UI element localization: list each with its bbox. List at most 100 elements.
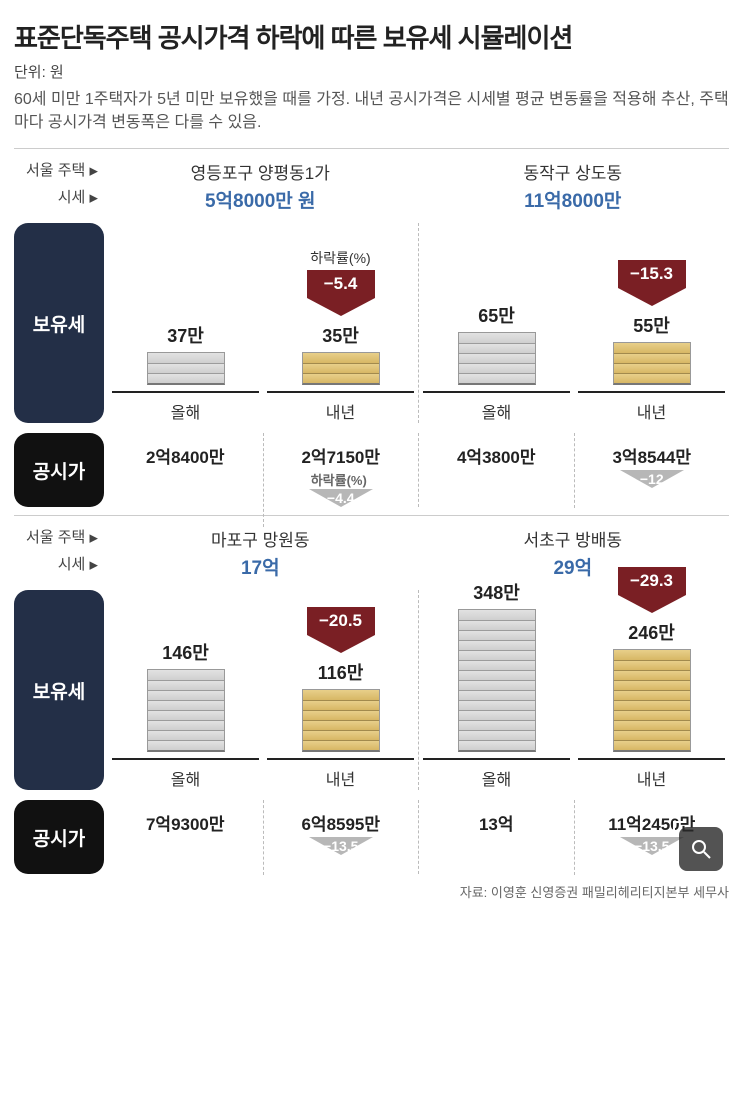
tax-next-value: 35만 <box>322 322 359 348</box>
drop-arrow: −15.3 <box>618 260 686 306</box>
year-now-label: 올해 <box>423 758 570 790</box>
chart-description: 60세 미만 1주택자가 5년 미만 보유했을 때를 가정. 내년 공시가격은 … <box>14 88 729 134</box>
market-price: 11억8000만 <box>417 186 730 213</box>
price-next: 3억8544만 <box>577 443 728 468</box>
money-stack <box>302 689 380 752</box>
location-name: 영등포구 양평동1가 <box>104 159 417 184</box>
year-now-label: 올해 <box>112 758 259 790</box>
tax-pair: 37만 올해 하락률(%) −5.4 35만 내년 <box>108 223 418 423</box>
tax-drop-pct: −29.3 <box>618 567 686 595</box>
year-next-label: 내년 <box>578 758 725 790</box>
location-column: 영등포구 양평동1가 5억8000만 원 <box>104 159 417 213</box>
price-drop-chevron: 하락률(%) −4.4 <box>266 470 417 523</box>
tax-pill: 보유세 <box>14 590 104 790</box>
tax-drop-pct: −15.3 <box>618 260 686 288</box>
tax-next-col: −15.3 55만 내년 <box>574 223 729 423</box>
drop-arrow: −20.5 <box>307 607 375 653</box>
tax-now-col: 348만 올해 <box>419 590 574 790</box>
tax-pill: 보유세 <box>14 223 104 423</box>
tax-next-col: 하락률(%) −5.4 35만 내년 <box>263 223 418 423</box>
tax-next-col: −20.5 116만 내년 <box>263 590 418 790</box>
price-pair: 7억9300만 6억8595만 −13.5 <box>108 800 418 874</box>
price-drop-chevron: −13.5 <box>266 837 417 871</box>
tax-row: 보유세 37만 올해 하락률(%) −5.4 35만 내년 65만 올해 <box>14 223 729 423</box>
location-column: 동작구 상도동 11억8000만 <box>417 159 730 213</box>
price-now: 13억 <box>419 800 574 839</box>
money-stack <box>302 352 380 385</box>
row-label-group: 서울 주택 ▶ 시세 ▶ <box>14 159 104 213</box>
source-credit: 자료: 이영훈 신영증권 패밀리헤리티지본부 세무사 <box>14 882 729 901</box>
price-pair: 2억8400만 2억7150만 하락률(%) −4.4 <box>108 433 418 507</box>
money-stack <box>458 609 536 752</box>
money-stack <box>147 669 225 752</box>
tax-now-value: 37만 <box>167 322 204 348</box>
price-now: 4억3800만 <box>419 433 574 472</box>
tax-next-value: 116만 <box>318 659 364 685</box>
tax-now-col: 146만 올해 <box>108 590 263 790</box>
money-stack <box>613 342 691 385</box>
tax-pair: 65만 올해 −15.3 55만 내년 <box>418 223 729 423</box>
zoom-button[interactable] <box>679 827 723 871</box>
year-now-label: 올해 <box>112 391 259 423</box>
tax-drop-pct: −20.5 <box>307 607 375 635</box>
market-price: 17억 <box>104 553 417 580</box>
section: 서울 주택 ▶ 시세 ▶ 마포구 망원동 17억 서초구 방배동 29억 보유세… <box>14 515 729 874</box>
tax-next-value: 55만 <box>633 312 670 338</box>
chart-title: 표준단독주택 공시가격 하락에 따른 보유세 시뮬레이션 <box>14 18 729 55</box>
drop-arrow: −29.3 <box>618 567 686 613</box>
tax-now-value: 348만 <box>473 579 520 605</box>
year-next-label: 내년 <box>267 391 414 423</box>
price-row: 공시가 2억8400만 2억7150만 하락률(%) −4.4 4억3800만 … <box>14 433 729 507</box>
row-label-location: 서울 주택 ▶ <box>14 159 98 180</box>
year-now-label: 올해 <box>423 391 570 423</box>
money-stack <box>147 352 225 385</box>
drop-arrow: 하락률(%) −5.4 <box>307 248 375 316</box>
location-header-row: 서울 주택 ▶ 시세 ▶ 영등포구 양평동1가 5억8000만 원 동작구 상도… <box>14 159 729 213</box>
location-column: 마포구 망원동 17억 <box>104 526 417 580</box>
price-now: 7억9300만 <box>108 800 263 839</box>
price-next-cell: 3억8544만 −12 <box>574 433 730 508</box>
money-stack <box>458 332 536 385</box>
price-next: 6억8595만 <box>266 810 417 835</box>
location-name: 서초구 방배동 <box>417 526 730 551</box>
location-name: 마포구 망원동 <box>104 526 417 551</box>
price-next: 2억7150만 <box>266 443 417 468</box>
price-now: 2억8400만 <box>108 433 263 472</box>
market-price: 5억8000만 원 <box>104 186 417 213</box>
price-drop-pct: −4.4 <box>327 490 355 506</box>
tax-now-value: 65만 <box>478 302 515 328</box>
infographic-root: 표준단독주택 공시가격 하락에 따른 보유세 시뮬레이션 단위: 원 60세 미… <box>0 0 743 911</box>
price-next-cell: 6억8595만 −13.5 <box>263 800 419 875</box>
tax-now-value: 146만 <box>162 639 209 665</box>
tax-next-col: −29.3 246만 내년 <box>574 590 729 790</box>
price-pill: 공시가 <box>14 433 104 507</box>
year-next-label: 내년 <box>267 758 414 790</box>
price-drop-pct: −13.5 <box>634 838 669 854</box>
price-drop-pct: −12 <box>640 471 664 487</box>
money-stack <box>613 649 691 752</box>
price-rate-label: 하락률(%) <box>311 470 367 489</box>
price-pill: 공시가 <box>14 800 104 874</box>
tax-row: 보유세 146만 올해 −20.5 116만 내년 348만 올해 <box>14 590 729 790</box>
tax-now-col: 65만 올해 <box>419 223 574 423</box>
magnify-icon <box>689 837 713 861</box>
price-drop-chevron: −12 <box>577 470 728 504</box>
row-label-location: 서울 주택 ▶ <box>14 526 98 547</box>
drop-rate-label: 하락률(%) <box>310 248 370 268</box>
price-next-cell: 2억7150만 하락률(%) −4.4 <box>263 433 419 527</box>
year-next-label: 내년 <box>578 391 725 423</box>
price-row: 공시가 7억9300만 6억8595만 −13.5 13억 11억2450만 <box>14 800 729 874</box>
tax-pair: 146만 올해 −20.5 116만 내년 <box>108 590 418 790</box>
tax-next-value: 246만 <box>628 619 675 645</box>
price-pair: 4억3800만 3억8544만 −12 <box>418 433 729 507</box>
tax-now-col: 37만 올해 <box>108 223 263 423</box>
section: 서울 주택 ▶ 시세 ▶ 영등포구 양평동1가 5억8000만 원 동작구 상도… <box>14 148 729 507</box>
tax-drop-pct: −5.4 <box>307 270 375 298</box>
tax-pair: 348만 올해 −29.3 246만 내년 <box>418 590 729 790</box>
row-label-group: 서울 주택 ▶ 시세 ▶ <box>14 526 104 580</box>
unit-label: 단위: 원 <box>14 61 729 82</box>
location-name: 동작구 상도동 <box>417 159 730 184</box>
row-label-market: 시세 ▶ <box>14 553 98 574</box>
price-drop-pct: −13.5 <box>323 838 358 854</box>
row-label-market: 시세 ▶ <box>14 186 98 207</box>
